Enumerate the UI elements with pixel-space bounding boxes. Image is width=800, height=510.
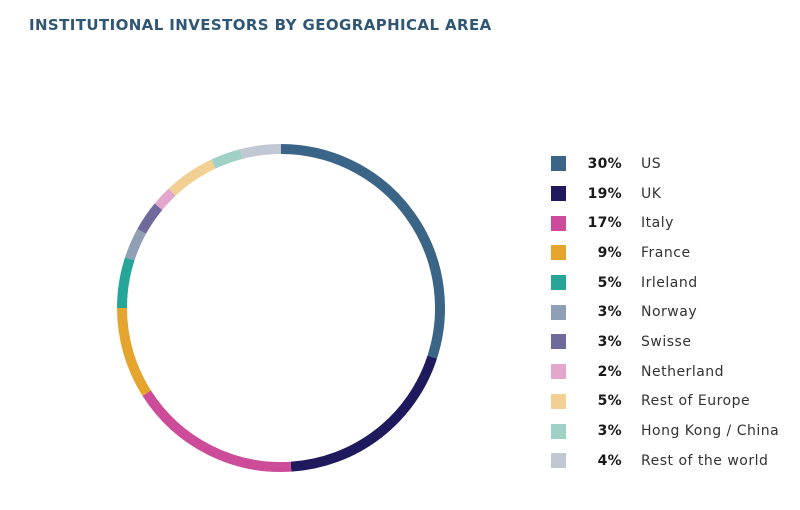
donut-slice-italy xyxy=(142,390,292,473)
donut-slice-irleland xyxy=(117,257,135,309)
legend-value: 30% xyxy=(587,155,622,172)
legend-value: 17% xyxy=(587,215,622,232)
legend-value: 19% xyxy=(587,185,622,202)
legend-label: UK xyxy=(641,185,662,202)
legend-item-uk: 19% UK xyxy=(551,179,791,209)
legend-label: Rest of the world xyxy=(641,452,769,469)
legend-value: 3% xyxy=(597,304,622,321)
legend-swatch xyxy=(551,245,566,261)
legend-value: 3% xyxy=(597,333,622,350)
donut-slice-rest-of-the-world xyxy=(240,144,282,159)
legend-value: 5% xyxy=(597,393,622,410)
legend-swatch xyxy=(551,215,566,231)
legend-swatch xyxy=(551,364,566,380)
legend-item-rest-of-europe: 5% Rest of Europe xyxy=(551,387,791,417)
legend-value: 9% xyxy=(597,244,622,261)
donut-slice-uk xyxy=(290,355,437,472)
chart-title: INSTITUTIONAL INVESTORS BY GEOGRAPHICAL … xyxy=(29,16,492,34)
legend-value: 4% xyxy=(597,452,622,469)
legend-label: US xyxy=(641,155,662,172)
legend-swatch xyxy=(551,186,566,202)
legend-swatch xyxy=(551,423,566,439)
legend-swatch xyxy=(551,304,566,320)
legend-item-us: 30% US xyxy=(551,149,791,179)
legend-item-norway: 3% Norway xyxy=(551,297,791,327)
legend-item-irleland: 5% Irleland xyxy=(551,268,791,298)
legend-swatch xyxy=(551,393,566,409)
legend-swatch xyxy=(551,275,566,291)
donut-slice-netherland xyxy=(154,188,176,210)
legend-item-netherland: 2% Netherland xyxy=(551,357,791,387)
legend-swatch xyxy=(551,334,566,350)
donut-slice-norway xyxy=(125,228,147,261)
legend-value: 3% xyxy=(597,423,622,440)
donut-slice-hong-kong-china xyxy=(211,149,243,169)
legend-item-swisse: 3% Swisse xyxy=(551,327,791,357)
legend-label: Italy xyxy=(641,215,674,232)
legend-item-hong-kong-china: 3% Hong Kong / China xyxy=(551,416,791,446)
legend-item-rest-of-the-world: 4% Rest of the world xyxy=(551,446,791,476)
legend-swatch xyxy=(551,453,566,469)
legend-value: 5% xyxy=(597,274,622,291)
legend-label: Hong Kong / China xyxy=(641,423,780,440)
donut-slice-france xyxy=(117,307,152,396)
legend-label: France xyxy=(641,244,691,261)
donut-slice-swisse xyxy=(137,203,163,234)
legend-label: Norway xyxy=(641,304,698,321)
donut-slice-us xyxy=(280,144,445,359)
legend: 30% US 19% UK 17% Italy 9% France 5% Irleland 3% No… xyxy=(551,149,791,476)
legend-label: Netherland xyxy=(641,363,725,380)
legend-label: Irleland xyxy=(641,274,698,291)
legend-label: Rest of Europe xyxy=(641,393,751,410)
legend-value: 2% xyxy=(597,363,622,380)
donut-slice-rest-of-europe xyxy=(168,159,216,196)
legend-item-italy: 17% Italy xyxy=(551,208,791,238)
legend-swatch xyxy=(551,156,566,172)
legend-label: Swisse xyxy=(641,333,692,350)
legend-item-france: 9% France xyxy=(551,238,791,268)
